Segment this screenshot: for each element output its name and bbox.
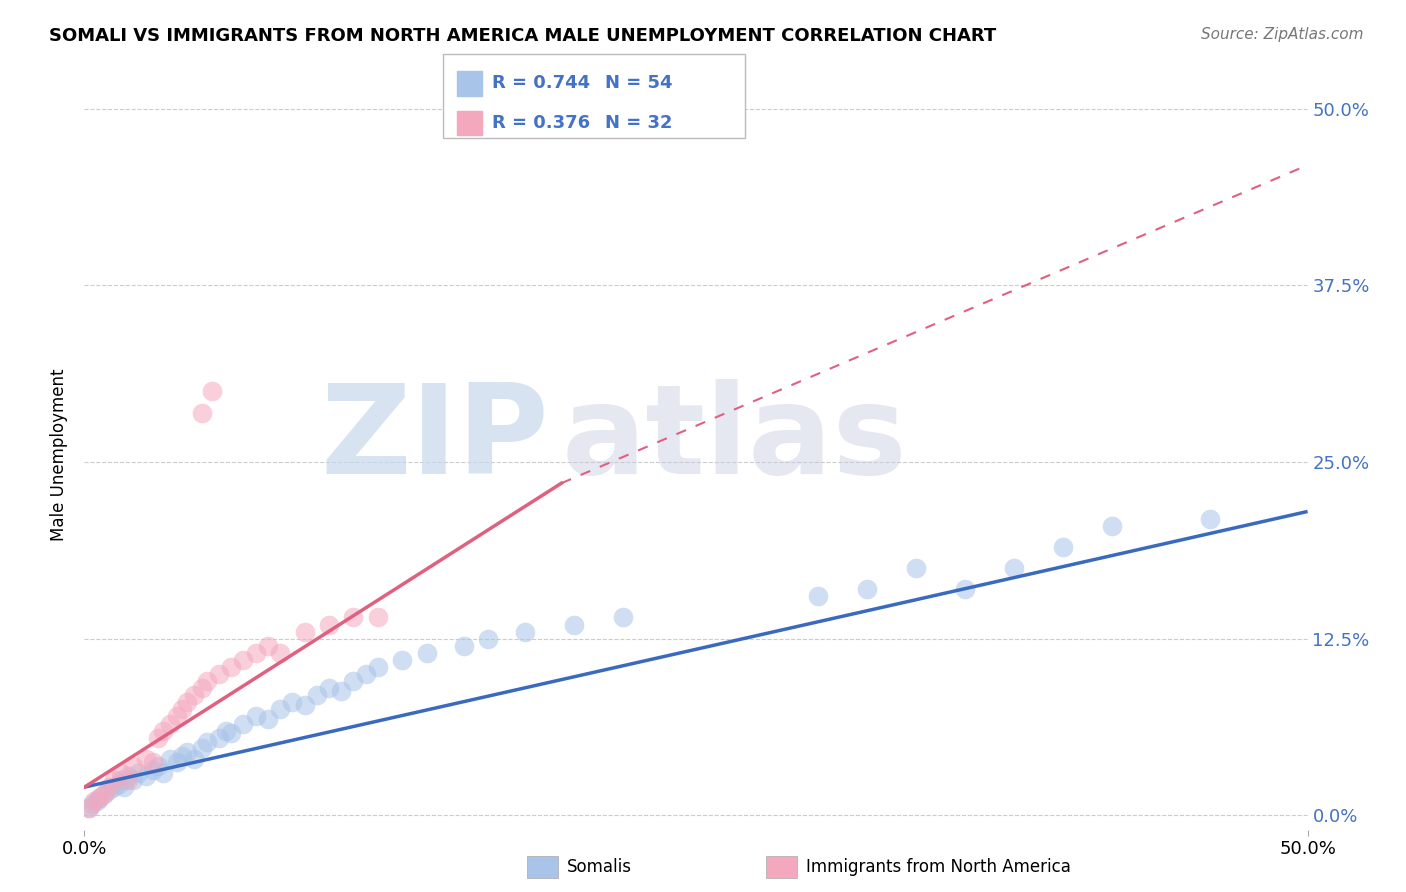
Point xyxy=(195,674,218,689)
Y-axis label: Male Unemployment: Male Unemployment xyxy=(51,368,69,541)
Point xyxy=(191,740,214,755)
Point xyxy=(146,731,169,745)
Point xyxy=(146,759,169,773)
Point xyxy=(305,688,328,702)
Point xyxy=(97,780,120,794)
Point xyxy=(208,731,231,745)
Point xyxy=(83,794,105,808)
Point xyxy=(232,653,254,667)
Point xyxy=(176,695,198,709)
Point xyxy=(77,801,100,815)
Point xyxy=(477,632,499,646)
Point xyxy=(112,780,135,794)
Point xyxy=(195,735,218,749)
Text: Somalis: Somalis xyxy=(567,858,631,876)
Point xyxy=(77,801,100,815)
Text: Immigrants from North America: Immigrants from North America xyxy=(806,858,1070,876)
Point xyxy=(159,716,181,731)
Point xyxy=(856,582,879,597)
Point xyxy=(953,582,976,597)
Text: ZIP: ZIP xyxy=(321,379,550,500)
Point xyxy=(135,752,157,766)
Point xyxy=(93,787,115,801)
Point xyxy=(103,780,125,794)
Point xyxy=(257,712,280,726)
Point xyxy=(142,763,165,777)
Text: R = 0.744: R = 0.744 xyxy=(492,74,591,92)
Point xyxy=(367,610,389,624)
Point xyxy=(117,773,139,788)
Point xyxy=(318,617,340,632)
Point xyxy=(135,769,157,783)
Point xyxy=(245,709,267,723)
Point xyxy=(87,791,110,805)
Text: SOMALI VS IMMIGRANTS FROM NORTH AMERICA MALE UNEMPLOYMENT CORRELATION CHART: SOMALI VS IMMIGRANTS FROM NORTH AMERICA … xyxy=(49,27,997,45)
Point xyxy=(612,610,634,624)
Point xyxy=(97,783,120,797)
Point xyxy=(183,688,205,702)
Point xyxy=(562,617,585,632)
Point xyxy=(294,698,316,713)
Text: R = 0.376: R = 0.376 xyxy=(492,114,591,132)
Point xyxy=(1052,540,1074,554)
Point xyxy=(172,749,194,764)
Point xyxy=(191,405,214,419)
Point xyxy=(103,773,125,788)
Point xyxy=(183,752,205,766)
Point xyxy=(172,702,194,716)
Point xyxy=(453,639,475,653)
Point xyxy=(1101,518,1123,533)
Point xyxy=(330,684,353,698)
Point xyxy=(281,695,304,709)
Point xyxy=(1002,561,1025,575)
Point xyxy=(122,759,145,773)
Point xyxy=(354,667,377,681)
Point xyxy=(208,667,231,681)
Point xyxy=(257,639,280,653)
Point xyxy=(245,646,267,660)
Point xyxy=(93,787,115,801)
Point xyxy=(342,610,364,624)
Point xyxy=(513,624,536,639)
Text: atlas: atlas xyxy=(561,379,907,500)
Point xyxy=(807,589,830,603)
Point xyxy=(200,384,222,399)
Point xyxy=(391,653,413,667)
Point xyxy=(117,769,139,783)
Point xyxy=(191,681,214,696)
Point xyxy=(318,681,340,696)
Text: Source: ZipAtlas.com: Source: ZipAtlas.com xyxy=(1201,27,1364,42)
Point xyxy=(367,660,389,674)
Text: N = 54: N = 54 xyxy=(605,74,672,92)
Point xyxy=(416,646,439,660)
Point xyxy=(269,646,291,660)
Point xyxy=(142,755,165,769)
Point xyxy=(152,723,174,738)
Point xyxy=(122,773,145,788)
Point xyxy=(215,723,238,738)
Point xyxy=(342,674,364,689)
Point xyxy=(232,716,254,731)
Point xyxy=(86,794,108,808)
Point xyxy=(152,766,174,780)
Point xyxy=(905,561,928,575)
Point xyxy=(294,624,316,639)
Text: N = 32: N = 32 xyxy=(605,114,672,132)
Point xyxy=(219,660,242,674)
Point xyxy=(1198,511,1220,525)
Point xyxy=(107,777,129,791)
Point xyxy=(176,745,198,759)
Point xyxy=(219,726,242,740)
Point xyxy=(159,752,181,766)
Point xyxy=(166,709,188,723)
Point xyxy=(87,791,110,805)
Point xyxy=(110,766,132,780)
Point xyxy=(166,755,188,769)
Point xyxy=(80,797,103,811)
Point xyxy=(269,702,291,716)
Point xyxy=(127,766,149,780)
Point xyxy=(110,773,132,788)
